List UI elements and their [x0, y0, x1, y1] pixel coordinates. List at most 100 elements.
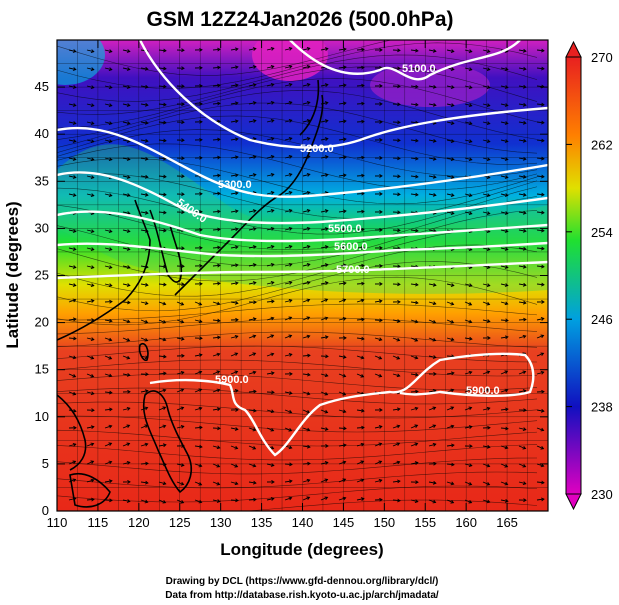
wind-arrow	[428, 499, 437, 504]
wind-arrow	[320, 281, 329, 285]
streamline	[57, 485, 538, 503]
wind-arrow	[428, 84, 437, 89]
wind-arrow	[464, 463, 473, 468]
wind-arrow	[122, 424, 131, 429]
wind-arrow	[212, 173, 221, 178]
wind-arrow	[158, 424, 167, 429]
wind-arrow	[446, 424, 455, 429]
wind-arrow	[374, 48, 383, 52]
wind-arrow	[86, 175, 95, 180]
wind-arrow	[518, 445, 527, 450]
wind-arrow	[500, 498, 509, 503]
wind-arrow	[518, 463, 527, 468]
wind-arrow	[266, 480, 275, 484]
x-tick-label: 160	[455, 515, 477, 530]
wind-arrow	[194, 137, 203, 142]
wind-arrow	[518, 174, 527, 179]
wind-arrow	[518, 408, 527, 413]
wind-arrow	[122, 406, 131, 411]
wind-arrow	[536, 192, 545, 197]
wind-arrow	[266, 427, 275, 432]
wind-arrow	[320, 155, 329, 159]
wind-arrow	[158, 66, 167, 71]
wind-arrow	[374, 210, 383, 214]
wind-arrow	[248, 445, 257, 450]
wind-arrow	[266, 119, 275, 123]
wind-arrow	[68, 121, 77, 125]
contour-label: 5900.0	[466, 385, 500, 397]
wind-arrow	[176, 84, 185, 89]
wind-arrow	[230, 281, 239, 286]
wind-arrow	[356, 317, 365, 322]
wind-arrow	[338, 460, 347, 465]
wind-arrow	[284, 82, 293, 87]
wind-arrow	[410, 389, 419, 394]
wind-arrow	[140, 372, 149, 377]
streamline	[57, 129, 538, 177]
wind-arrow	[68, 85, 77, 89]
wind-arrow	[266, 390, 275, 395]
wind-arrow	[122, 300, 131, 305]
wind-arrow	[266, 47, 275, 51]
wind-arrow	[392, 424, 401, 429]
wind-arrow	[194, 353, 203, 358]
streamline	[57, 415, 538, 433]
wind-arrow	[464, 85, 473, 90]
wind-arrow	[392, 228, 401, 233]
wind-arrow	[176, 337, 185, 341]
wind-arrow	[104, 479, 113, 484]
wind-arrow	[410, 192, 419, 197]
colorbar-tick-label: 270	[591, 50, 613, 65]
wind-arrow	[176, 370, 185, 375]
streamline	[57, 66, 538, 115]
wind-arrow	[536, 427, 545, 432]
wind-arrow	[302, 391, 311, 396]
wind-arrow	[482, 336, 491, 340]
wind-arrow	[230, 209, 239, 214]
wind-arrow	[122, 499, 131, 503]
wind-arrow	[104, 337, 113, 342]
wind-arrow	[392, 460, 401, 465]
wind-arrow	[122, 85, 131, 89]
wind-arrow	[68, 157, 77, 161]
wind-arrow	[266, 409, 275, 414]
wind-arrow	[428, 66, 437, 71]
y-tick-label: 30	[35, 220, 49, 235]
wind-arrow	[86, 460, 95, 465]
wind-arrow	[140, 301, 149, 305]
wind-arrow	[194, 209, 203, 214]
wind-arrow	[464, 193, 473, 198]
wind-arrow	[194, 65, 203, 70]
wind-arrow	[176, 120, 185, 125]
wind-arrow	[374, 299, 383, 304]
wind-arrow	[338, 373, 347, 378]
wind-arrow	[86, 391, 95, 396]
wind-arrow	[284, 172, 293, 177]
wind-arrow	[374, 337, 383, 342]
wind-arrow	[176, 102, 185, 107]
wind-arrow	[392, 210, 401, 215]
wind-arrow	[86, 283, 95, 288]
wind-arrow	[266, 173, 275, 177]
wind-arrow	[266, 316, 275, 321]
wind-arrow	[158, 481, 167, 486]
wind-arrow	[320, 83, 329, 87]
colorbar-upper-arrow	[565, 40, 582, 58]
coast-philippines	[142, 390, 192, 494]
contour-label: 5600.0	[334, 241, 368, 253]
wind-arrow	[500, 193, 509, 197]
streamline	[57, 499, 538, 511]
wind-arrow	[158, 388, 167, 393]
wind-arrow	[104, 49, 113, 54]
wind-arrow	[338, 119, 347, 124]
wind-arrow	[536, 282, 545, 287]
x-tick-label: 165	[496, 515, 518, 530]
wind-arrow	[374, 318, 383, 323]
wind-arrow	[122, 175, 131, 179]
wind-arrow	[86, 193, 95, 198]
wind-arrow	[320, 373, 329, 378]
wind-arrow	[356, 442, 365, 447]
wind-arrow	[284, 46, 293, 51]
wind-arrow	[320, 427, 329, 431]
wind-arrow	[500, 265, 509, 269]
